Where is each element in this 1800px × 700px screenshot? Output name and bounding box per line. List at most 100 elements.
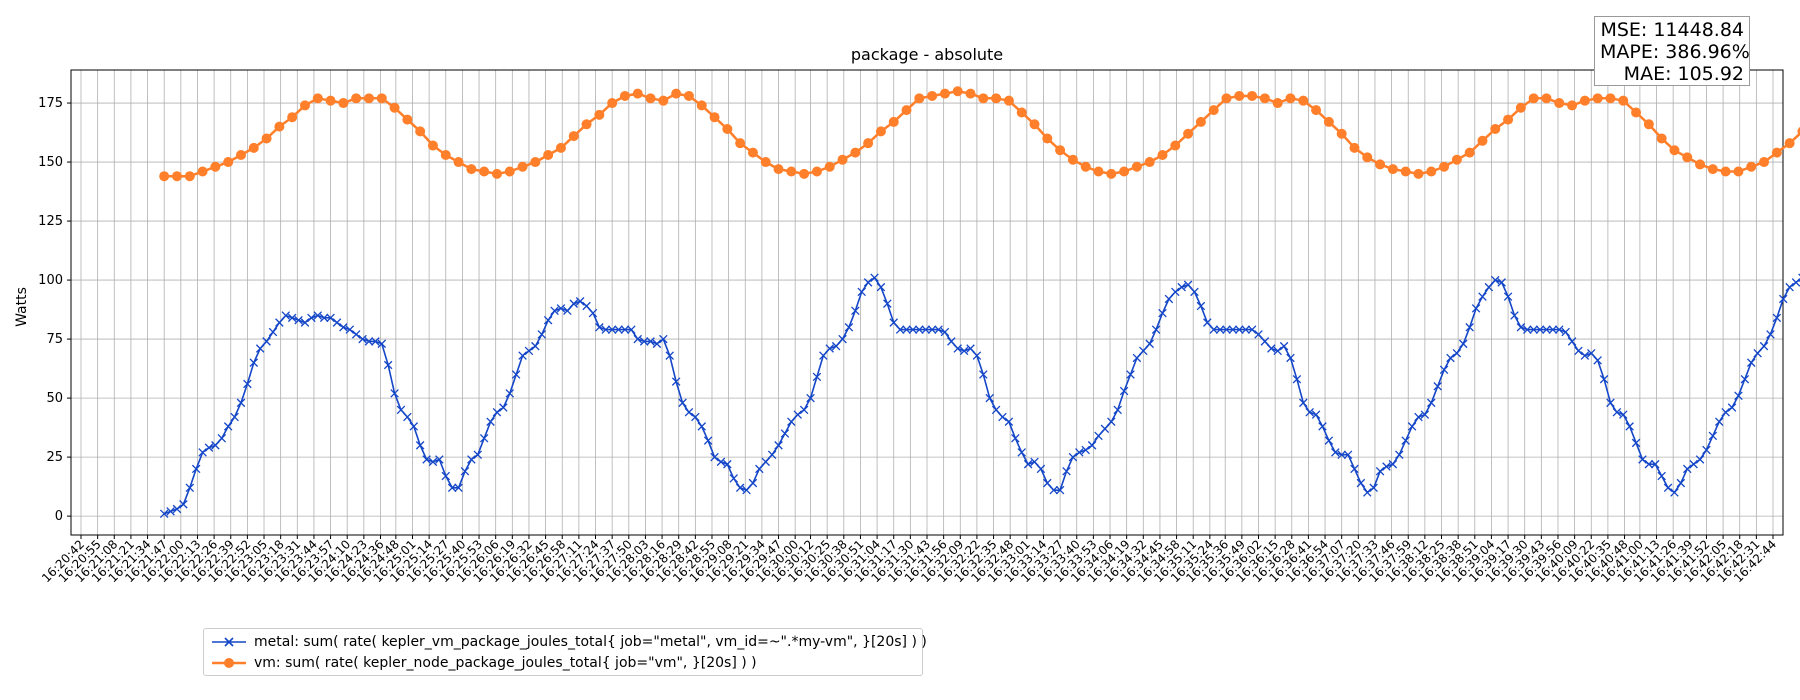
data-point-vm [1759,157,1770,168]
data-point-vm [184,171,195,182]
data-point-vm [1477,135,1488,146]
data-point-metal [1004,417,1014,426]
data-point-metal [1356,478,1366,488]
data-point-metal [1305,407,1314,417]
data-point-vm [1208,105,1219,116]
data-point-metal [1254,330,1263,339]
x-axis: 16:20:4216:20:5516:21:0816:21:2116:21:34… [39,535,1779,585]
data-point-metal [972,351,982,360]
data-point-metal [1350,464,1359,474]
data-point-vm [991,93,1002,104]
data-point-metal [1113,405,1122,415]
data-point-metal [767,450,777,460]
data-point-vm [287,112,298,123]
data-point-metal [1618,410,1628,419]
data-point-vm [850,147,861,158]
data-point-vm [658,95,669,106]
data-point-metal [390,389,399,398]
data-point-vm [1003,95,1014,106]
data-point-metal [460,467,470,476]
data-point-metal [979,370,988,379]
data-point-vm [1067,154,1078,165]
data-point-metal [505,389,515,398]
data-point-vm [491,168,502,179]
data-point-metal [953,344,962,353]
data-point-metal [268,327,278,337]
data-point-metal [1766,330,1775,339]
data-point-metal [1286,353,1295,363]
data-point-metal [1484,282,1494,292]
data-point-vm [351,93,362,104]
data-point-metal [627,325,636,334]
data-point-metal [1535,325,1545,334]
data-point-metal [1625,422,1634,431]
data-point-vm [1029,119,1040,130]
data-point-metal [678,398,687,408]
data-point-vm [299,100,310,111]
data-point-vm [1784,138,1795,149]
data-point-metal [1721,407,1730,417]
data-point-vm [671,88,682,99]
data-point-vm [645,93,656,104]
data-point-vm [1439,161,1450,172]
data-point-metal [1778,294,1788,304]
data-point-metal [319,313,329,323]
data-point-vm [1656,133,1667,144]
data-point-metal [659,334,668,344]
data-point-metal [537,330,547,339]
data-point-metal [198,448,207,457]
data-point-vm [786,166,797,177]
data-point-metal [1439,365,1449,375]
data-point-metal [620,325,630,334]
data-point-metal [1145,339,1154,349]
data-point-metal [1561,327,1570,337]
data-point-metal [454,483,463,493]
y-tick-label: 75 [46,332,63,347]
data-point-metal [595,323,604,332]
data-point-metal [895,325,905,334]
data-point-metal [614,325,623,334]
data-point-metal [1235,325,1244,334]
data-point-metal [275,318,284,327]
data-point-metal [582,301,591,311]
data-point-metal [991,405,1001,415]
data-point-metal [332,318,342,327]
data-point-metal [1087,441,1097,450]
data-point-vm [1362,152,1373,163]
data-point-metal [249,358,259,367]
data-point-vm [427,140,438,151]
data-point-metal [428,457,438,467]
data-point-metal [710,452,719,462]
data-point-metal [1158,308,1167,318]
data-point-metal [755,464,764,474]
data-point-metal [1580,351,1590,360]
data-point-metal [761,457,770,467]
data-point-metal [287,313,297,323]
data-point-metal [921,325,930,334]
data-point-vm [901,105,912,116]
data-point-vm [1272,98,1283,109]
data-point-metal [851,306,860,316]
data-point-vm [594,109,605,120]
data-point-metal [639,337,649,346]
data-point-metal [1427,398,1436,408]
mape-value: MAPE: 386.96% [1600,41,1750,63]
data-point-metal [998,412,1007,422]
data-point-metal [1203,318,1212,327]
data-point-vm [1093,166,1104,177]
data-point-metal [441,471,451,481]
circle-marker-icon [212,657,246,668]
data-point-metal [857,287,866,297]
data-point-vm [1080,161,1091,172]
data-point-metal [1049,485,1058,495]
data-point-metal [358,334,367,344]
data-point-vm [735,138,746,149]
data-point-vm [223,157,234,168]
data-point-vm [1298,95,1309,106]
data-point-metal [1363,488,1372,497]
data-point-vm [1170,140,1181,151]
data-point-metal [1606,398,1615,408]
data-point-vm [581,119,592,130]
data-point-metal [729,474,738,483]
data-point-vm [363,93,374,104]
